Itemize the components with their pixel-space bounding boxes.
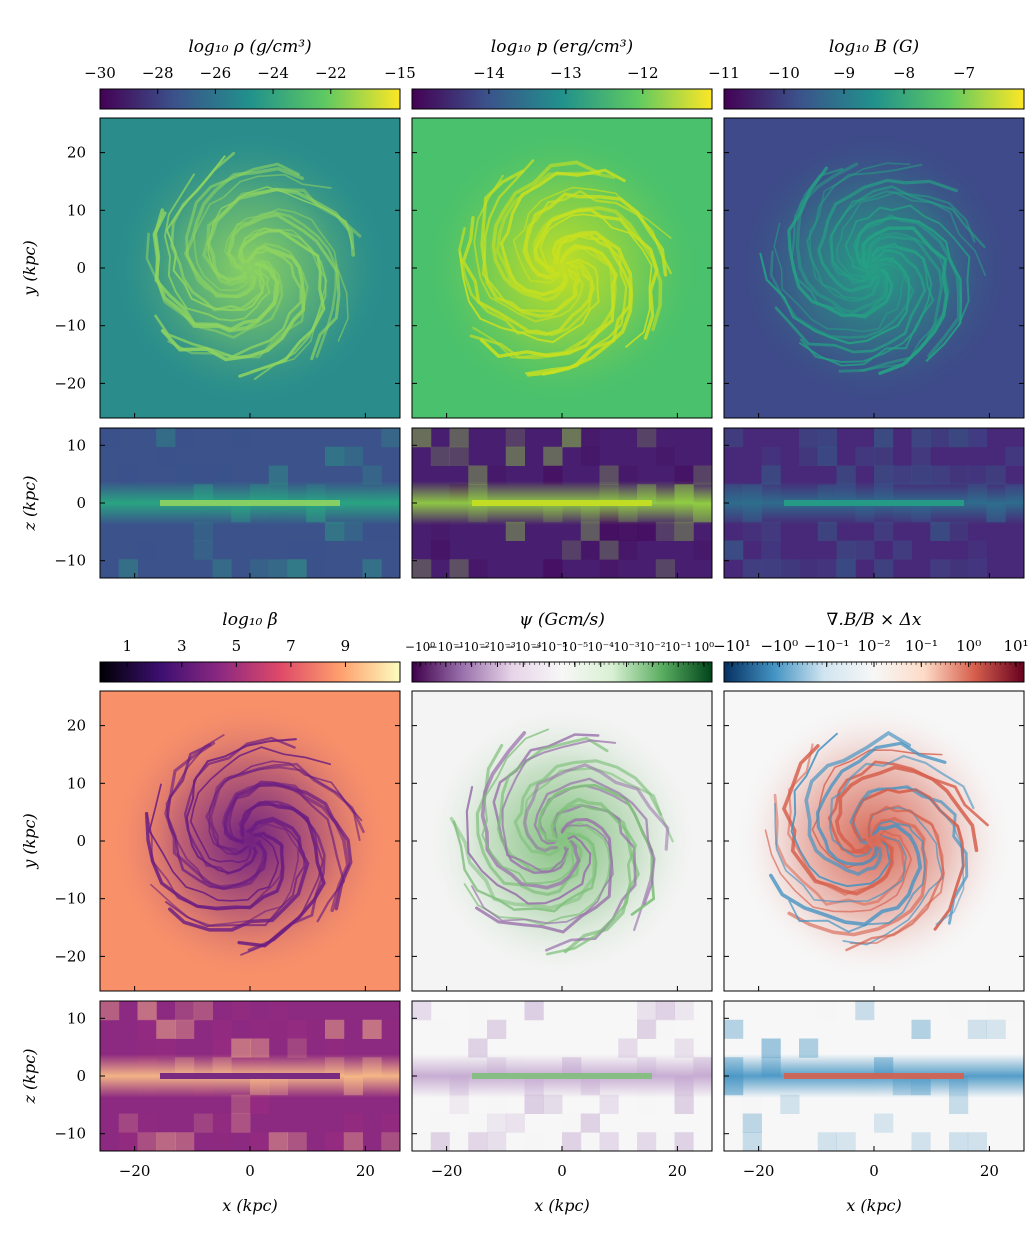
colorbar-title-psi: ψ (Gcm/s): [519, 610, 605, 630]
x-tick-label: 20: [356, 1162, 375, 1180]
face-on-image-beta: [100, 691, 400, 991]
colorbar-tick-label-magnetic: −11: [708, 64, 740, 82]
colorbar-tick-label-psi: −10⁻³: [479, 640, 516, 654]
colorbar-tick-label-psi: −10⁻²: [453, 640, 490, 654]
edge-on-image-magnetic: [724, 428, 1024, 578]
colorbar-tick-label-psi: −10⁻⁴: [505, 640, 542, 654]
colorbar-tick-label-density: −30: [84, 64, 116, 82]
colorbar-tick-label-psi: 10⁻¹: [665, 640, 691, 654]
face-on-image-psi: [412, 691, 712, 991]
x-axis-label: x (kpc): [846, 1196, 902, 1215]
colorbar-tick-label-divb: 10⁻²: [857, 637, 890, 655]
y-axis-label: y (kpc): [20, 240, 39, 297]
y-tick-label: −10: [54, 317, 86, 335]
colorbar-tick-label-beta: 1: [122, 637, 132, 655]
colorbar-tick-label-psi: −10⁻⁵: [531, 640, 568, 654]
colorbar-tick-label-density: −15: [384, 64, 416, 82]
colorbar-magnetic: [723, 88, 1025, 110]
y-tick-label: 20: [67, 144, 86, 162]
x-tick-label: 20: [668, 1162, 687, 1180]
x-tick-label: 0: [557, 1162, 567, 1180]
colorbar-tick-label-psi: 10⁰: [694, 640, 714, 654]
face-on-image-divb: [724, 691, 1024, 991]
colorbar-title-magnetic: log₁₀ B (G): [829, 37, 919, 57]
colorbar-tick-label-divb: 10⁰: [956, 637, 981, 655]
edge-on-image-density: [100, 428, 400, 578]
z-tick-label: −10: [54, 552, 86, 570]
colorbar-tick-label-psi: 10⁻²: [639, 640, 666, 654]
y-tick-label: 0: [76, 259, 86, 277]
colorbar-tick-label-psi: −10⁰: [405, 640, 435, 654]
colorbar-title-pressure: log₁₀ p (erg/cm³): [491, 37, 633, 57]
colorbar-tick-label-density: −26: [200, 64, 232, 82]
colorbar-tick-label-magnetic: −7: [953, 64, 975, 82]
x-tick-label: −20: [743, 1162, 775, 1180]
y-tick-label: −10: [54, 890, 86, 908]
x-axis-label: x (kpc): [534, 1196, 590, 1215]
colorbar-tick-label-density: −22: [315, 64, 347, 82]
figure-text: log₁₀ ρ (g/cm³)−30 −28 −26 −24 −22 −1520100−1…: [20, 37, 1029, 1215]
panel-frames: [99, 88, 1025, 1152]
face-on-image-pressure: [412, 118, 712, 418]
colorbar-title-density: log₁₀ ρ (g/cm³): [188, 37, 311, 57]
y-tick-label: −20: [54, 374, 86, 392]
colorbar-tick-label-psi: 10⁻³: [613, 640, 640, 654]
colorbar-tick-label-magnetic: −9: [833, 64, 855, 82]
colorbar-tick-label-divb: −10¹: [713, 637, 751, 655]
colorbar-beta: [99, 661, 401, 683]
x-tick-label: 0: [869, 1162, 879, 1180]
colorbar-tick-label-psi: −10⁻¹: [428, 640, 464, 654]
z-tick-label: 10: [67, 436, 86, 454]
colorbar-tick-label-density: −28: [142, 64, 174, 82]
z-axis-label: z (kpc): [20, 1049, 39, 1105]
x-tick-label: −20: [431, 1162, 463, 1180]
y-axis-label: y (kpc): [20, 813, 39, 870]
z-axis-label: z (kpc): [20, 476, 39, 532]
colorbar-tick-label-divb: 10⁻¹: [905, 637, 938, 655]
z-tick-label: 0: [76, 494, 86, 512]
panel-images: [100, 118, 1024, 1151]
x-tick-label: −20: [119, 1162, 151, 1180]
z-tick-label: 0: [76, 1067, 86, 1085]
colorbar-tick-label-beta: 7: [286, 637, 296, 655]
colorbar-tick-label-psi: 10⁻⁴: [588, 640, 615, 654]
colorbar-pressure: [411, 88, 713, 110]
colorbar-density: [99, 88, 401, 110]
edge-on-image-divb: [724, 1001, 1024, 1151]
z-tick-label: 10: [67, 1009, 86, 1027]
colorbar-tick-label-magnetic: −10: [768, 64, 800, 82]
colorbar-tick-label-beta: 3: [177, 637, 187, 655]
colorbar-tick-label-psi: 10⁻⁵: [562, 640, 589, 654]
y-tick-label: 10: [67, 201, 86, 219]
colorbar-tick-label-divb: 10¹: [1003, 637, 1028, 655]
face-on-image-magnetic: [724, 118, 1024, 418]
y-tick-label: 20: [67, 717, 86, 735]
colorbar-tick-label-divb: −10⁻¹: [804, 637, 850, 655]
y-tick-label: 10: [67, 774, 86, 792]
edge-on-image-psi: [412, 1001, 712, 1151]
colorbar-tick-label-divb: −10⁰: [760, 637, 798, 655]
colorbar-title-divb: ∇.B/B × Δx: [827, 610, 922, 630]
colorbar-tick-label-beta: 5: [232, 637, 242, 655]
y-tick-label: 0: [76, 832, 86, 850]
colorbar-tick-label-pressure: −14: [473, 64, 505, 82]
y-tick-label: −20: [54, 947, 86, 965]
colorbar-tick-label-pressure: −12: [627, 64, 659, 82]
x-axis-label: x (kpc): [222, 1196, 278, 1215]
edge-on-image-pressure: [412, 428, 712, 578]
x-tick-label: 20: [980, 1162, 999, 1180]
colorbar-tick-label-magnetic: −8: [893, 64, 915, 82]
colorbar-tick-label-density: −24: [257, 64, 289, 82]
x-tick-label: 0: [245, 1162, 255, 1180]
colorbar-tick-label-pressure: −13: [550, 64, 582, 82]
colorbar-tick-label-beta: 9: [341, 637, 351, 655]
z-tick-label: −10: [54, 1125, 86, 1143]
face-on-image-density: [100, 118, 400, 418]
colorbar-psi: [411, 661, 713, 683]
colorbar-title-beta: log₁₀ β: [222, 610, 278, 630]
edge-on-image-beta: [100, 1001, 400, 1151]
